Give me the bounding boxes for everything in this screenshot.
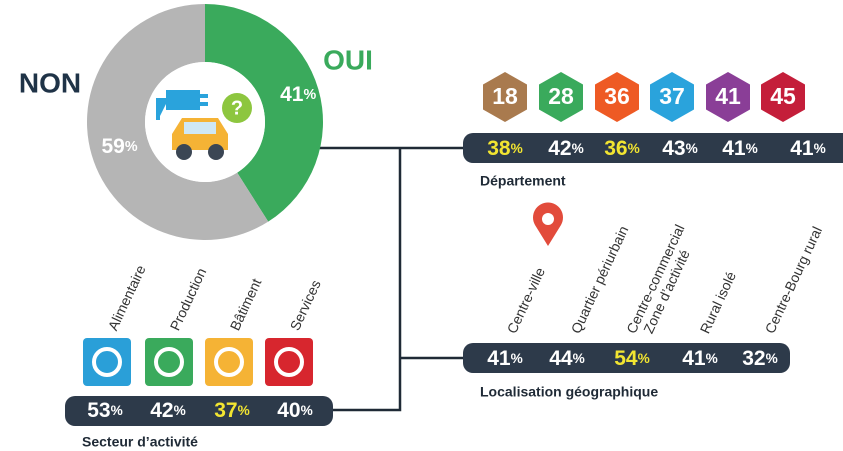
hexagon-badge [706,72,750,122]
value-bar [463,133,843,163]
sector-icon-glyph [92,347,122,377]
department-code: 18 [492,83,518,109]
department-code: 37 [659,83,685,109]
value-label: 43% [662,137,698,160]
sector-label: Alimentaire [105,262,149,332]
car-window [184,122,216,134]
section-title: Département [480,173,566,189]
sector-icon [145,338,193,386]
value-label: 41% [790,137,826,160]
department-code: 36 [604,83,630,109]
sector-icon-glyph [154,347,184,377]
wheel [208,144,224,160]
hexagon-badge [761,72,805,122]
value-label: 41% [722,137,758,160]
sector-icon-glyph [214,347,244,377]
category-label: NON [19,67,81,98]
value-label: 40% [277,399,313,422]
value-label: 53% [87,399,123,422]
value-bar [463,343,790,373]
category-label: OUI [323,44,373,75]
sector-icon-glyph [274,347,304,377]
location-label: Centre-Bourg rural [762,224,825,336]
sector-icon [205,338,253,386]
value-label: 44% [549,347,585,370]
section-title: Secteur d’activité [82,434,198,450]
location-label: Rural isolé [697,269,740,336]
value-label: 41% [487,347,523,370]
sector-icon [265,338,313,386]
value-label: 59% [101,134,137,157]
department-code: 28 [548,83,574,109]
donut-slice [86,4,269,240]
value-label: 37% [214,399,250,422]
value-label: 41% [682,347,718,370]
hexagon-badge [539,72,583,122]
hexagon-badge [595,72,639,122]
wheel [176,144,192,160]
location-label: Quartier périurbain [568,223,632,336]
value-label: 32% [742,347,778,370]
value-label: 38% [487,137,523,160]
sector-icon [83,338,131,386]
car-plug-icon: ? [156,90,252,160]
connector-lines [318,146,463,412]
sector-label: Production [167,265,210,332]
location-label: Centre-ville [504,265,549,336]
value-label: 42% [548,137,584,160]
sector-label: Services [287,277,324,332]
question-mark: ? [231,97,243,119]
pin-icon [533,202,563,246]
value-bar [65,396,333,426]
section-title: Localisation géographique [480,384,658,400]
value-label: 36% [604,137,640,160]
value-label: 41% [280,82,316,105]
question-badge [222,93,252,123]
value-label: 42% [150,399,186,422]
department-code: 45 [770,83,796,109]
hexagon-badge [650,72,694,122]
department-code: 41 [715,83,741,109]
donut-slice [205,4,323,222]
sector-label: Bâtiment [227,276,265,333]
hexagon-badge [483,72,527,122]
value-label: 54% [614,347,650,370]
plug [156,90,208,120]
